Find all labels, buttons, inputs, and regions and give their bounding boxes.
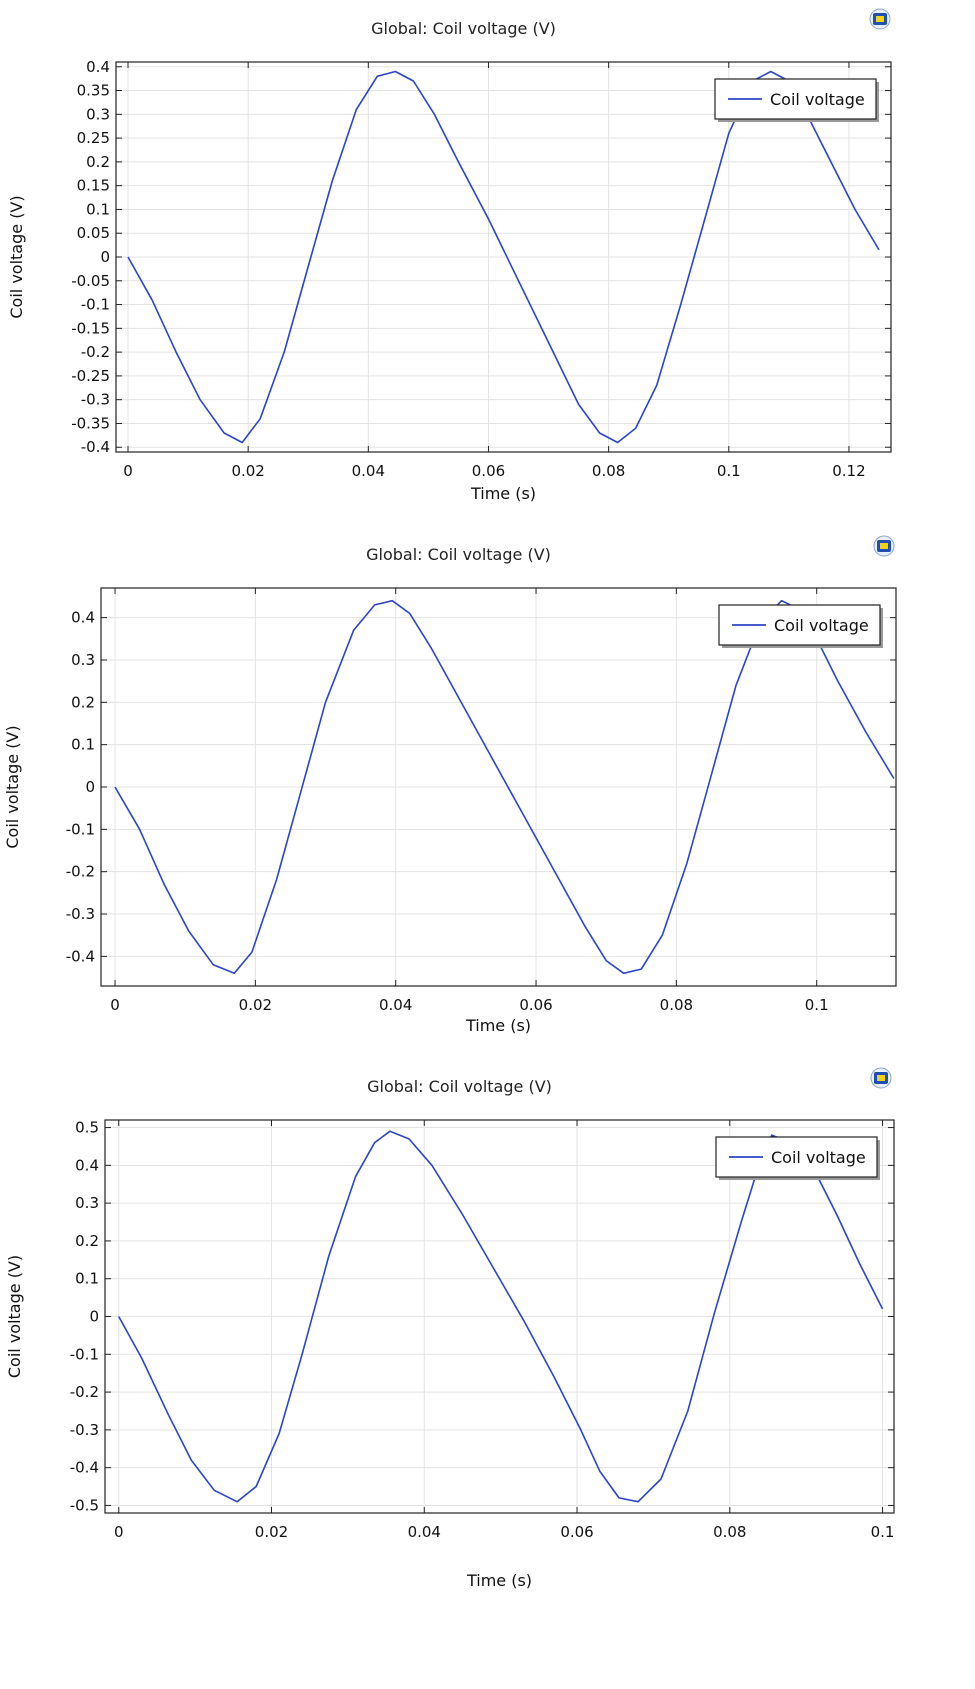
y-tick-label: 0.3: [71, 651, 95, 669]
legend-label: Coil voltage: [774, 616, 869, 635]
y-tick-label: -0.1: [81, 296, 110, 314]
x-tick-label: 0.06: [519, 996, 552, 1014]
y-tick-label: -0.35: [71, 414, 110, 432]
x-tick-label: 0.02: [255, 1523, 288, 1541]
y-tick-label: -0.3: [81, 391, 110, 409]
x-tick-label: 0.1: [871, 1523, 895, 1541]
y-tick-label: 0.4: [75, 1156, 99, 1174]
chart-title: Global: Coil voltage (V): [371, 19, 556, 38]
x-tick-label: 0.1: [805, 996, 829, 1014]
y-tick-label: 0.3: [75, 1194, 99, 1212]
y-tick-label: 0.1: [86, 200, 110, 218]
y-tick-label: 0.2: [86, 153, 110, 171]
x-tick-label: 0: [110, 996, 120, 1014]
x-axis-label: Time (s): [470, 484, 536, 503]
chart-1-svg: Global: Coil voltage (V) 0 0.02 0.04 0.06 0.0…: [7, 8, 892, 503]
y-tick-label: -0.05: [71, 272, 110, 290]
chart-title: Global: Coil voltage (V): [367, 1077, 552, 1096]
chart-panel-3: Global: Coil voltage (V) 0 0.02 0.04 0.06 0.0…: [0, 1067, 975, 1689]
x-tick-label: 0.08: [713, 1523, 746, 1541]
chart-title: Global: Coil voltage (V): [366, 545, 551, 564]
y-tick-label: 0: [100, 248, 110, 266]
comsol-plot-icon: [869, 8, 891, 30]
y-tick-label: -0.4: [66, 947, 95, 965]
chart-2-svg: Global: Coil voltage (V) 0 0.02 0.04 0.06 0.0…: [3, 535, 897, 1035]
x-tick-label: 0.1: [717, 462, 741, 480]
y-tick-label: 0.2: [71, 693, 95, 711]
x-tick-label: 0.04: [408, 1523, 441, 1541]
y-tick-label: 0.1: [75, 1270, 99, 1288]
y-tick-label: 0.25: [77, 129, 110, 147]
x-tick-label: 0: [114, 1523, 124, 1541]
x-tick-label: 0.04: [352, 462, 385, 480]
y-axis-label: Coil voltage (V): [7, 195, 26, 318]
y-tick-label: 0: [89, 1308, 99, 1326]
y-tick-label: -0.2: [81, 343, 110, 361]
x-tick-label: 0.08: [592, 462, 625, 480]
comsol-plot-icon: [870, 1067, 892, 1089]
legend-label: Coil voltage: [770, 90, 865, 109]
y-axis-label: Coil voltage (V): [3, 725, 22, 848]
x-tick-label: 0.06: [472, 462, 505, 480]
x-tick-label: 0.12: [832, 462, 865, 480]
chart-panel-2: Global: Coil voltage (V) 0 0.02 0.04 0.06 0.0…: [0, 535, 975, 1126]
y-axis-label: Coil voltage (V): [5, 1255, 24, 1378]
x-tick-label: 0: [123, 462, 133, 480]
y-tick-label: 0.35: [77, 82, 110, 100]
y-tick-label: -0.4: [81, 438, 110, 456]
y-tick-label: -0.4: [70, 1459, 99, 1477]
y-tick-label: -0.15: [71, 319, 110, 337]
chart-3-svg: Global: Coil voltage (V) 0 0.02 0.04 0.06 0.0…: [5, 1067, 895, 1590]
y-tick-label: -0.2: [66, 863, 95, 881]
comsol-plot-icon: [873, 535, 895, 557]
y-tick-label: 0: [85, 778, 95, 796]
x-tick-label: 0.02: [231, 462, 264, 480]
x-axis-label: Time (s): [465, 1016, 531, 1035]
y-tick-label: -0.3: [70, 1421, 99, 1439]
x-tick-label: 0.04: [379, 996, 412, 1014]
x-tick-label: 0.06: [560, 1523, 593, 1541]
series-line-coil-voltage: [127, 70, 880, 444]
y-tick-label: -0.5: [70, 1496, 99, 1514]
y-tick-label: 0.1: [71, 736, 95, 754]
x-tick-label: 0.02: [239, 996, 272, 1014]
x-tick-label: 0.08: [660, 996, 693, 1014]
y-tick-label: 0.5: [75, 1119, 99, 1137]
chart-panel-1: Global: Coil voltage (V) 0 0.02 0.04 0.06 0.0…: [0, 0, 975, 563]
y-tick-label: 0.2: [75, 1232, 99, 1250]
y-tick-label: 0.4: [86, 58, 110, 76]
y-tick-label: -0.3: [66, 905, 95, 923]
y-tick-label: 0.05: [77, 224, 110, 242]
legend-label: Coil voltage: [771, 1148, 866, 1167]
y-tick-label: -0.1: [70, 1345, 99, 1363]
y-tick-label: 0.4: [71, 609, 95, 627]
y-tick-label: -0.25: [71, 367, 110, 385]
y-tick-label: 0.15: [77, 177, 110, 195]
y-tick-label: 0.3: [86, 105, 110, 123]
legend-box: [718, 604, 881, 646]
x-axis-label: Time (s): [466, 1571, 532, 1590]
y-tick-label: -0.1: [66, 820, 95, 838]
y-tick-label: -0.2: [70, 1383, 99, 1401]
